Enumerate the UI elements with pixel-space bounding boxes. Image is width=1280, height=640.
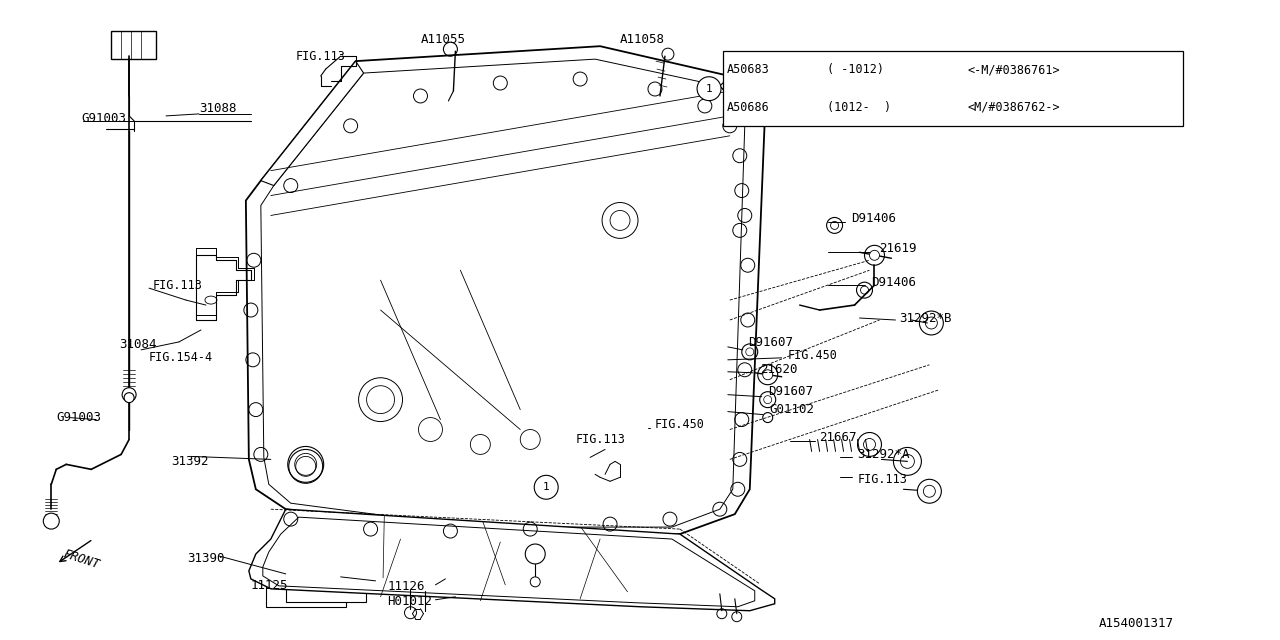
Bar xyxy=(111,31,156,59)
Text: <M/#0386762->: <M/#0386762-> xyxy=(968,101,1060,114)
Text: FIG.113: FIG.113 xyxy=(858,473,908,486)
Text: FIG.450: FIG.450 xyxy=(655,418,705,431)
Text: 1: 1 xyxy=(543,483,549,492)
Text: 11126: 11126 xyxy=(388,580,425,593)
Text: 31392: 31392 xyxy=(172,455,209,468)
Circle shape xyxy=(698,77,721,100)
Text: A50683: A50683 xyxy=(727,63,769,76)
Text: FRONT: FRONT xyxy=(61,548,101,572)
Text: 11125: 11125 xyxy=(251,579,288,593)
Text: 31390: 31390 xyxy=(187,552,224,566)
Text: 31292*A: 31292*A xyxy=(858,448,910,461)
Text: <-M/#0386761>: <-M/#0386761> xyxy=(968,63,1060,76)
Text: D91607: D91607 xyxy=(748,337,792,349)
Circle shape xyxy=(534,476,558,499)
Circle shape xyxy=(869,250,879,260)
Text: D91607: D91607 xyxy=(768,385,813,398)
Text: 21619: 21619 xyxy=(879,242,916,255)
Text: FIG.450: FIG.450 xyxy=(787,349,837,362)
Text: (1012-  ): (1012- ) xyxy=(827,101,891,114)
Polygon shape xyxy=(248,509,774,611)
Polygon shape xyxy=(719,76,764,121)
Text: A50686: A50686 xyxy=(727,101,769,114)
Text: 31084: 31084 xyxy=(119,339,156,351)
Text: G91003: G91003 xyxy=(81,113,127,125)
Text: 31088: 31088 xyxy=(198,102,237,115)
Ellipse shape xyxy=(346,200,556,460)
Text: FIG.154-4: FIG.154-4 xyxy=(148,351,214,364)
Text: 31292*B: 31292*B xyxy=(900,312,952,324)
Text: G91003: G91003 xyxy=(56,411,101,424)
Text: H01012: H01012 xyxy=(388,595,433,608)
Ellipse shape xyxy=(461,265,540,355)
Polygon shape xyxy=(246,46,764,534)
Text: 1: 1 xyxy=(705,84,713,93)
Circle shape xyxy=(530,577,540,587)
Text: D91406: D91406 xyxy=(872,276,916,289)
Text: A154001317: A154001317 xyxy=(1098,617,1174,630)
Text: FIG.113: FIG.113 xyxy=(575,433,625,446)
Text: 21667: 21667 xyxy=(819,431,858,444)
Bar xyxy=(266,579,346,607)
Bar xyxy=(723,51,1183,126)
Circle shape xyxy=(122,388,136,402)
Text: G01102: G01102 xyxy=(769,403,814,416)
Polygon shape xyxy=(261,61,364,186)
Circle shape xyxy=(44,513,59,529)
Text: ( -1012): ( -1012) xyxy=(827,63,883,76)
Text: FIG.113: FIG.113 xyxy=(154,278,204,292)
Circle shape xyxy=(124,393,134,403)
Text: A11055: A11055 xyxy=(420,33,466,45)
Bar xyxy=(285,574,366,602)
Text: D91406: D91406 xyxy=(851,212,896,225)
Text: 21620: 21620 xyxy=(760,364,797,376)
Text: FIG.113: FIG.113 xyxy=(296,50,346,63)
Text: A11058: A11058 xyxy=(620,33,666,45)
Circle shape xyxy=(763,370,773,380)
